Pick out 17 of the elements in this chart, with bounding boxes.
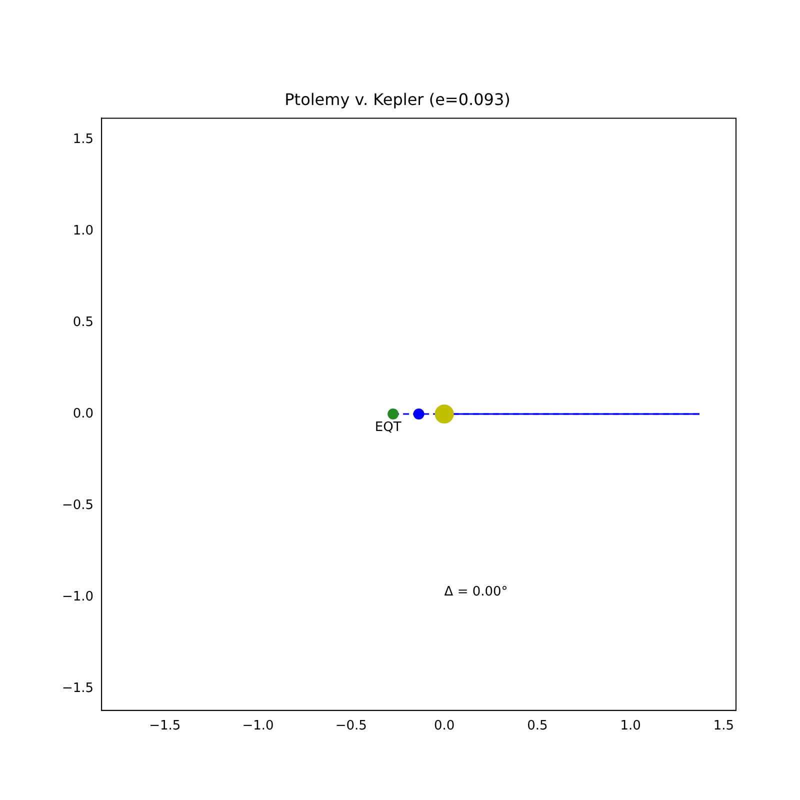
y-tick-label: 1.0	[72, 223, 94, 238]
y-tick-label: −1.5	[62, 680, 94, 696]
y-tick-label: −0.5	[62, 498, 94, 513]
annotation: EQT	[374, 420, 402, 435]
y-tick-label: 0.5	[72, 314, 94, 330]
x-tick-label: 0.0	[434, 718, 455, 734]
x-tick-label: 0.5	[527, 718, 548, 734]
annotation: Δ = 0.00°	[444, 584, 508, 600]
x-tick-label: −1.5	[149, 718, 181, 734]
y-tick-label: 1.5	[72, 132, 94, 147]
y-tick-label: −1.0	[62, 589, 94, 604]
x-tick-label: −1.0	[242, 718, 274, 734]
y-tick-label: 0.0	[72, 406, 94, 422]
x-tick-label: 1.5	[713, 718, 734, 734]
x-tick-label: 1.0	[620, 718, 641, 734]
x-tick-label: −0.5	[335, 718, 367, 734]
chart-title: Ptolemy v. Kepler (e=0.093)	[284, 90, 510, 109]
